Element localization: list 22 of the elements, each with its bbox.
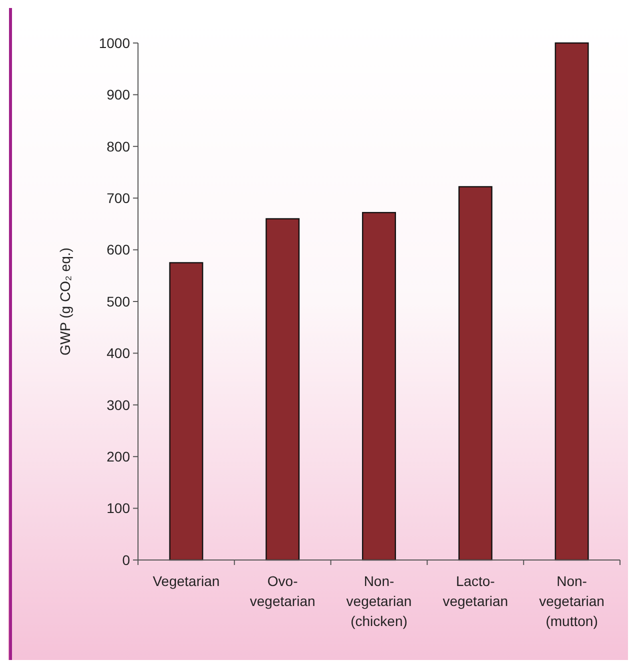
y-tick-label: 300	[106, 396, 130, 413]
y-tick-label: 400	[106, 345, 130, 362]
y-tick-label: 100	[106, 500, 130, 516]
y-axis-title: GWP (g CO₂ eq.)	[57, 248, 73, 356]
bar	[554, 42, 589, 561]
bar	[169, 262, 204, 561]
x-tick-label: Lacto-vegetarian	[442, 573, 508, 609]
bar	[362, 212, 396, 561]
y-tick-label: 500	[106, 293, 130, 310]
x-tick-label: Ovo-vegetarian	[250, 573, 316, 609]
y-tick-label: 800	[106, 138, 130, 154]
y-tick-label: 200	[106, 448, 130, 464]
x-tick-label: Non-vegetarian (mutton)	[539, 573, 604, 629]
y-tick-label: 900	[106, 86, 130, 103]
bar	[458, 186, 492, 561]
bar	[266, 218, 300, 561]
x-tick-label: Non-vegetarian (chicken)	[346, 573, 412, 629]
x-tick-label: Vegetarian	[152, 573, 220, 589]
y-tick-label: 600	[106, 242, 130, 258]
y-tick-label: 700	[106, 190, 130, 206]
y-tick-label: 0	[122, 552, 130, 568]
y-tick-label: 1000	[98, 34, 130, 51]
